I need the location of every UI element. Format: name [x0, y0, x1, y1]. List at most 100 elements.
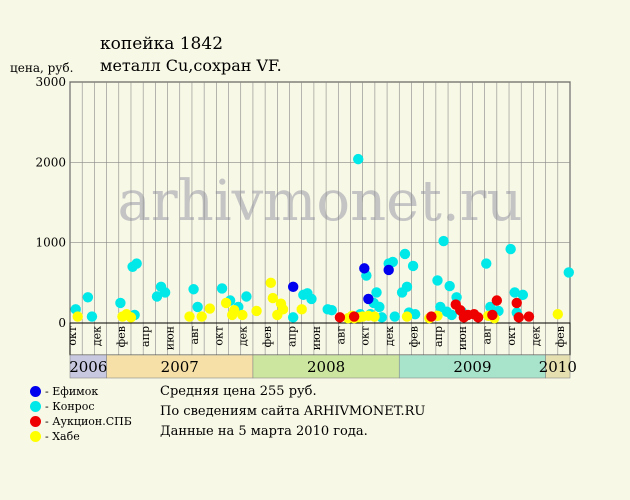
month-tick-label: авг [481, 326, 494, 345]
legend-item-khabe: - Хабе [30, 429, 132, 444]
data-point [426, 311, 437, 322]
data-point [485, 301, 496, 313]
month-tick-label: апр [286, 326, 299, 347]
month-tick-label: июн [456, 326, 469, 350]
data-point [563, 267, 574, 278]
data-point [216, 283, 228, 294]
y-tick-label: 1000 [35, 236, 66, 250]
data-point [387, 256, 398, 268]
month-tick-label: фев [554, 326, 567, 347]
month-tick-label: апр [139, 326, 152, 347]
month-tick-label: июн [164, 326, 177, 350]
data-point [407, 260, 419, 272]
data-point [444, 280, 455, 292]
year-label: 2008 [307, 358, 345, 376]
month-tick-label: дек [529, 326, 542, 346]
data-point [115, 297, 126, 309]
y-axis-label: цена, руб. [10, 61, 74, 75]
month-tick-label: окт [505, 326, 518, 346]
data-point [353, 153, 364, 165]
data-point [363, 293, 374, 305]
month-tick-label: авг [188, 326, 201, 345]
info-block: Средняя цена 255 руб. По сведениям сайта… [160, 382, 425, 442]
data-point [432, 275, 443, 286]
month-tick-label: июн [310, 326, 323, 350]
legend-marker [30, 401, 41, 412]
data-point [184, 311, 195, 322]
legend-marker [30, 416, 41, 427]
data-point [487, 309, 498, 321]
y-tick-label: 3000 [35, 75, 66, 89]
data-point [438, 235, 449, 247]
data-point [513, 312, 524, 323]
data-point [491, 295, 503, 306]
month-tick-label: фев [115, 326, 128, 347]
year-band [545, 354, 571, 379]
data-point [401, 311, 413, 322]
data-point [296, 304, 307, 315]
data-point [196, 311, 207, 322]
data-point [511, 297, 522, 309]
data-point [159, 287, 171, 298]
data-point [446, 309, 457, 321]
data-point [277, 304, 289, 315]
data-point [265, 277, 277, 289]
data-point [472, 312, 484, 323]
month-tick-label: дек [90, 326, 103, 346]
data-point [399, 248, 411, 260]
legend-marker [30, 431, 41, 442]
legend-label: - Конрос [45, 400, 95, 413]
data-point [505, 243, 516, 255]
legend: - Ефимок - Конрос - Аукцион.СПБ - Хабе [30, 384, 132, 444]
data-point [287, 312, 299, 323]
data-date-text: Данные на 5 марта 2010 года. [160, 424, 368, 439]
year-label: 2010 [539, 358, 577, 376]
data-point [237, 309, 248, 321]
year-label: 2006 [69, 358, 107, 376]
average-price-text: Средняя цена 255 руб. [160, 384, 317, 399]
data-point [369, 311, 380, 322]
year-label: 2009 [453, 358, 491, 376]
data-point [204, 303, 216, 314]
data-point [348, 311, 360, 322]
y-tick-label: 2000 [35, 155, 66, 169]
legend-label: - Аукцион.СПБ [45, 415, 132, 428]
data-point [401, 281, 413, 293]
y-tick-label: 0 [58, 316, 66, 330]
month-tick-label: окт [66, 326, 79, 346]
data-point [86, 311, 98, 322]
month-tick-label: дек [237, 326, 250, 346]
legend-item-efimok: - Ефимок [30, 384, 132, 399]
month-tick-label: авг [334, 326, 347, 345]
data-point [251, 305, 262, 317]
data-point [188, 284, 199, 295]
data-point [192, 301, 203, 313]
data-point [371, 287, 382, 298]
data-point [389, 311, 400, 322]
source-text: По сведениям сайта ARHIVMONET.RU [160, 404, 426, 419]
data-point [306, 293, 317, 305]
data-point [517, 289, 529, 301]
data-point [131, 258, 142, 269]
data-point [481, 258, 492, 269]
data-point [409, 308, 421, 320]
legend-label: - Хабе [45, 430, 80, 443]
data-point [334, 312, 346, 323]
data-point [267, 292, 279, 304]
month-tick-label: фев [407, 326, 420, 347]
data-point [326, 304, 337, 316]
legend-item-konros: - Конрос [30, 399, 132, 414]
chart-subtitle: металл Cu,сохран VF. [100, 56, 282, 75]
watermark-text: arhivmonet.ru [118, 169, 523, 234]
month-tick-label: окт [212, 326, 225, 346]
data-point [523, 311, 535, 322]
data-point [383, 264, 394, 276]
month-tick-label: дек [383, 326, 396, 346]
data-point [552, 308, 564, 320]
year-label: 2007 [161, 358, 199, 376]
legend-label: - Ефимок [45, 385, 99, 398]
month-tick-label: окт [359, 326, 372, 346]
data-point [82, 292, 94, 303]
